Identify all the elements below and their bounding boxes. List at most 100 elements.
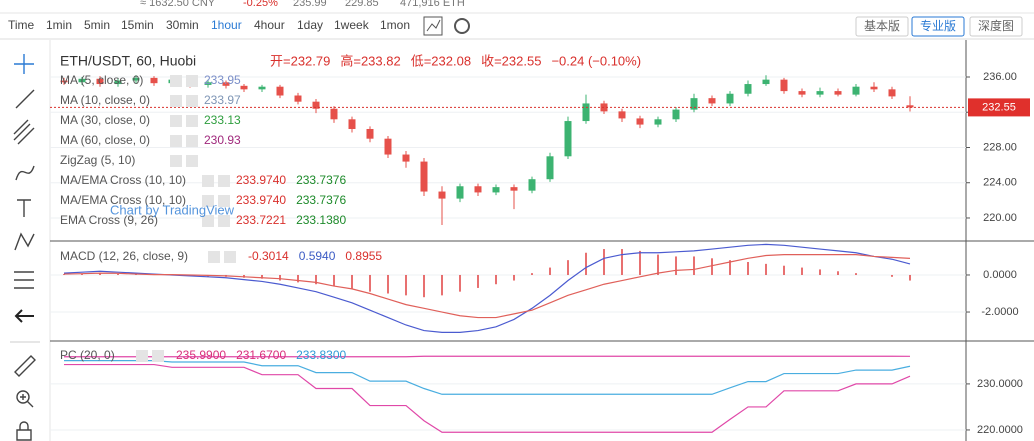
interval-button[interactable]: 5min — [84, 18, 110, 32]
candle-body — [834, 91, 842, 95]
indicator-value: 233.8300 — [296, 348, 346, 362]
ruler-tool[interactable] — [14, 355, 36, 377]
indicator-value: -0.3014 — [248, 249, 289, 263]
brush-tool[interactable] — [15, 165, 35, 181]
indicator-line — [63, 253, 911, 319]
indicator-settings[interactable] — [202, 195, 214, 207]
interval-button[interactable]: 4hour — [254, 18, 285, 32]
candle-body — [636, 118, 644, 125]
indicator-name: PC (20, 0) — [60, 348, 115, 362]
settings-button[interactable] — [454, 18, 470, 34]
indicator-value: 0.8955 — [345, 249, 382, 263]
indicator-button[interactable] — [423, 16, 443, 36]
prediction-tool[interactable] — [14, 271, 34, 289]
y-tick-label: 230.0000 — [977, 378, 1023, 390]
back-tool[interactable] — [14, 309, 34, 323]
indicator-close[interactable] — [218, 195, 230, 207]
ticker-stat: ≈ 1632.50 CNY — [140, 0, 216, 9]
indicator-settings[interactable] — [170, 155, 182, 167]
indicator-line — [64, 363, 911, 433]
ticker-stat: 229.85 — [345, 0, 379, 9]
pattern-tool[interactable] — [14, 232, 35, 251]
candle-body — [420, 161, 428, 192]
indicator-name: EMA Cross (9, 26) — [60, 213, 158, 227]
candle-body — [474, 186, 482, 193]
indicator-line — [64, 360, 911, 395]
indicator-name: MA (10, close, 0) — [60, 93, 150, 107]
indicator-settings[interactable] — [170, 75, 182, 87]
indicator-close[interactable] — [186, 155, 198, 167]
ohlc-value: 开=232.79 — [270, 53, 330, 68]
interval-button[interactable]: Time — [8, 18, 35, 32]
indicator-settings[interactable] — [136, 350, 148, 362]
indicator-close[interactable] — [224, 251, 236, 263]
candle-body — [582, 103, 590, 122]
interval-button[interactable]: 30min — [166, 18, 199, 32]
candle-body — [726, 93, 734, 104]
indicator-name: MA (30, close, 0) — [60, 113, 150, 127]
candle-body — [906, 105, 914, 108]
indicator-close[interactable] — [186, 95, 198, 107]
version-button[interactable]: 基本版 — [864, 19, 900, 33]
trend-line-tool[interactable] — [15, 89, 35, 109]
candle-body — [708, 98, 716, 104]
indicator-settings[interactable] — [202, 175, 214, 187]
indicator-close[interactable] — [186, 135, 198, 147]
indicator-close[interactable] — [186, 115, 198, 127]
crosshair-tool[interactable] — [14, 54, 34, 74]
indicator-settings[interactable] — [170, 95, 182, 107]
indicator-close[interactable] — [218, 175, 230, 187]
interval-button[interactable]: 1week — [334, 18, 370, 32]
indicator-settings[interactable] — [170, 115, 182, 127]
indicator-value: 233.7221 — [236, 213, 286, 227]
candle-body — [150, 77, 158, 84]
candle-body — [852, 86, 860, 95]
interval-button[interactable]: 1day — [297, 18, 323, 32]
last-price-label: 232.55 — [982, 101, 1016, 113]
indicator-name: MACD (12, 26, close, 9) — [60, 249, 188, 263]
y-tick-label: 224.00 — [983, 177, 1017, 189]
indicator-close[interactable] — [186, 75, 198, 87]
indicator-settings[interactable] — [202, 215, 214, 227]
indicator-value: 233.1380 — [296, 213, 346, 227]
version-button[interactable]: 专业版 — [920, 18, 956, 33]
indicator-name: MA (60, close, 0) — [60, 133, 150, 147]
candle-body — [402, 154, 410, 162]
indicator-value: 233.7376 — [296, 193, 346, 207]
indicator-value: 230.93 — [204, 133, 241, 147]
indicator-icon — [426, 19, 441, 32]
indicator-name: MA/EMA Cross (10, 10) — [60, 173, 186, 187]
interval-button[interactable]: 1min — [46, 18, 72, 32]
text-tool[interactable] — [17, 199, 31, 217]
indicator-close[interactable] — [218, 215, 230, 227]
indicator-settings[interactable] — [208, 251, 220, 263]
zoom-tool[interactable] — [16, 390, 30, 404]
candle-body — [492, 187, 500, 193]
interval-button[interactable]: 1mon — [380, 18, 410, 32]
lock-tool[interactable] — [16, 421, 32, 441]
indicator-line — [63, 243, 911, 334]
indicator-value: 233.9740 — [236, 193, 286, 207]
candle-body — [780, 79, 788, 92]
indicator-close[interactable] — [152, 350, 164, 362]
interval-button[interactable]: 1hour — [211, 18, 242, 32]
candle-body — [258, 86, 266, 90]
ohlc-value: 高=233.82 — [340, 53, 400, 68]
indicator-settings[interactable] — [170, 135, 182, 147]
marks — [50, 75, 966, 433]
ticker-stat: -0.25% — [243, 0, 278, 9]
version-button-frame — [969, 16, 1023, 37]
y-tick-label: 220.0000 — [977, 424, 1023, 436]
candle-body — [510, 187, 518, 191]
candle-body — [816, 91, 824, 95]
indicator-value: 233.9740 — [236, 173, 286, 187]
interval-button[interactable]: 15min — [121, 18, 154, 32]
indicator-name: MA (5, close, 0) — [60, 73, 143, 87]
candle-body — [294, 95, 302, 102]
fib-tool[interactable] — [13, 119, 35, 145]
candle-body — [672, 109, 680, 120]
indicator-value: 231.6700 — [236, 348, 286, 362]
version-button[interactable]: 深度图 — [978, 18, 1014, 33]
candle-body — [366, 128, 374, 139]
